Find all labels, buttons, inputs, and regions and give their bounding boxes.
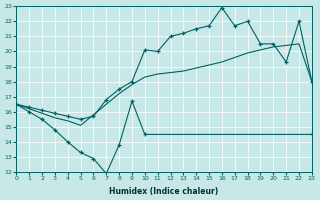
X-axis label: Humidex (Indice chaleur): Humidex (Indice chaleur) (109, 187, 219, 196)
